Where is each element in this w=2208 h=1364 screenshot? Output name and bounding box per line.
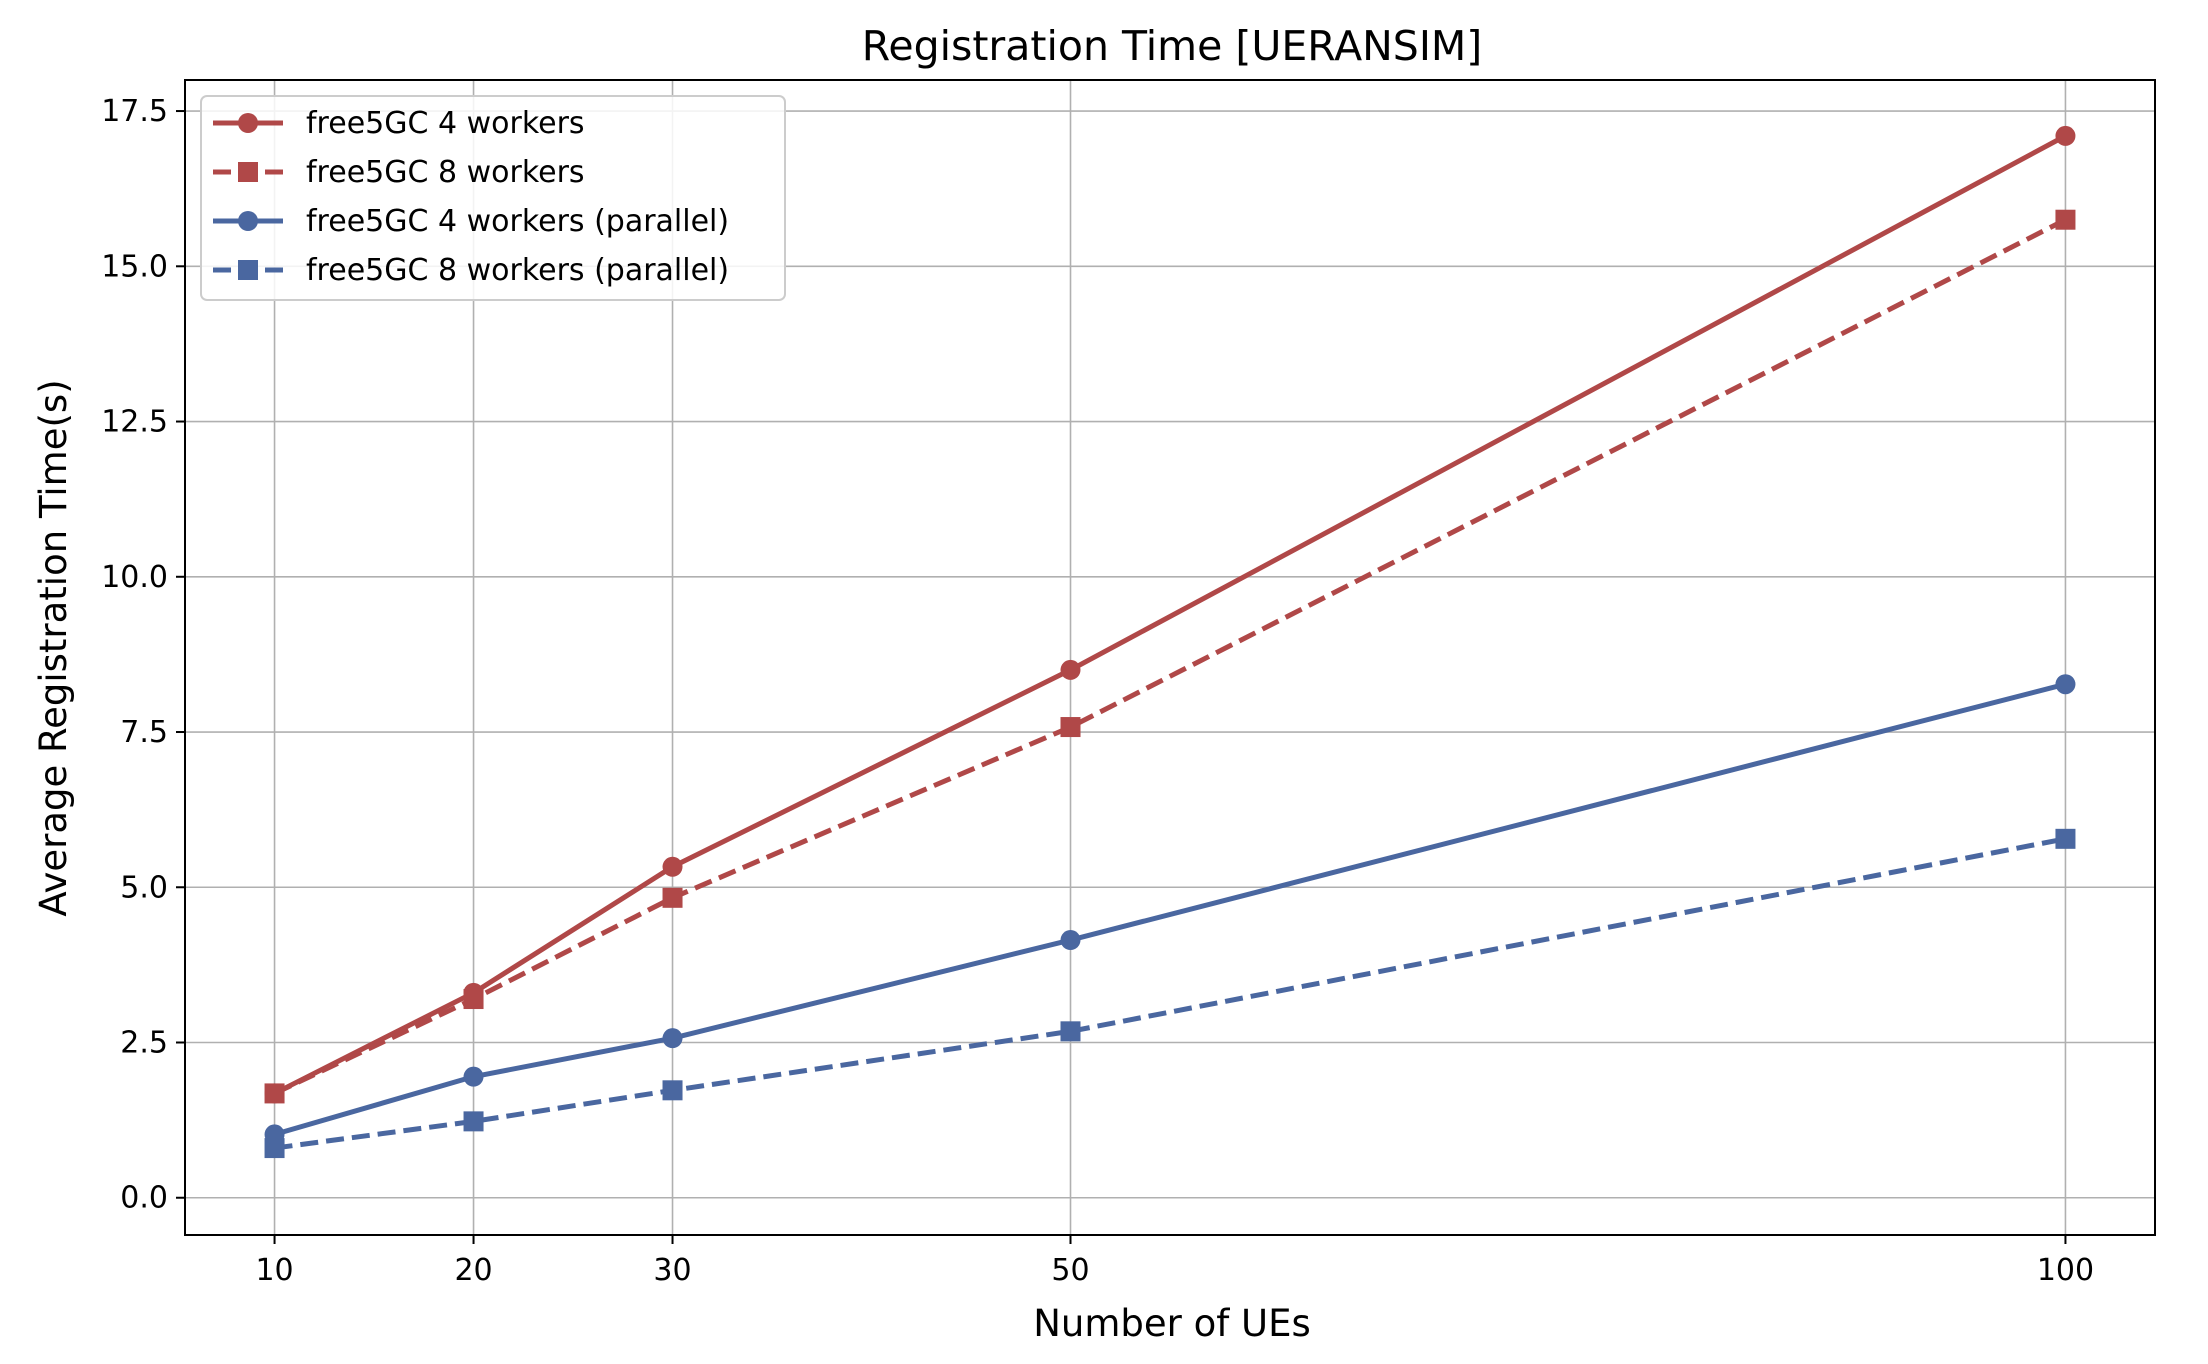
legend-marker [238, 162, 258, 182]
data-point [662, 856, 683, 877]
legend-label: free5GC 4 workers (parallel) [306, 204, 729, 239]
y-tick-label: 12.5 [101, 405, 168, 440]
data-point [1060, 1021, 1081, 1042]
data-point [463, 989, 484, 1010]
y-tick-label: 10.0 [101, 560, 168, 595]
legend-box [200, 95, 786, 301]
x-tick-label: 50 [1051, 1253, 1089, 1288]
legend-entry: free5GC 8 workers [213, 155, 585, 190]
y-tick-label: 15.0 [101, 249, 168, 284]
y-tick-label: 5.0 [120, 870, 168, 905]
series-1 [264, 125, 2076, 1104]
axis-ticks: 10 20 30 50 100 0.0 2.5 5.0 7.5 10.0 12.5 15.0 17.5 [101, 94, 2094, 1288]
data-point [264, 1083, 285, 1104]
data-point [1060, 659, 1081, 680]
x-tick-label: 100 [2037, 1253, 2094, 1288]
plot-frame [184, 79, 2156, 1236]
x-tick-label: 30 [653, 1253, 691, 1288]
data-point [662, 1080, 683, 1101]
series-line [273, 217, 2067, 1096]
data-point [2055, 674, 2076, 695]
legend-marker [238, 113, 258, 133]
x-tick-label: 20 [454, 1253, 492, 1288]
series-line [274, 836, 2066, 1151]
legend-marker [238, 260, 258, 280]
y-tick-label: 0.0 [120, 1181, 168, 1216]
legend-entry: free5GC 4 workers (parallel) [213, 204, 729, 239]
y-tick-label: 2.5 [120, 1026, 168, 1061]
legend-label: free5GC 8 workers (parallel) [306, 253, 729, 288]
x-tick-label: 10 [255, 1253, 293, 1288]
legend-label: free5GC 4 workers [306, 106, 585, 141]
data-point [2055, 125, 2076, 146]
series-3 [264, 674, 2076, 1145]
legend-label: free5GC 8 workers [306, 155, 585, 190]
series-4 [264, 828, 2076, 1159]
data-point [1060, 930, 1081, 951]
y-tick-label: 17.5 [101, 94, 168, 129]
legend-entry: free5GC 8 workers (parallel) [213, 253, 729, 288]
x-axis-label: Number of UEs [1033, 1302, 1311, 1345]
chart-title: Registration Time [UERANSIM] [862, 22, 1483, 70]
data-point [2055, 209, 2076, 230]
data-point [463, 1066, 484, 1087]
series-layer [264, 125, 2076, 1159]
y-tick-label: 7.5 [120, 715, 168, 750]
data-point [1060, 717, 1081, 738]
data-point [662, 1028, 683, 1049]
series-line [273, 681, 2067, 1137]
data-point [264, 1138, 285, 1159]
legend: free5GC 4 workers free5GC 8 workers free5G… [200, 95, 786, 301]
legend-entry: free5GC 4 workers [213, 106, 585, 141]
data-point [662, 887, 683, 908]
series-2 [264, 209, 2076, 1104]
data-point [463, 1111, 484, 1132]
data-point [2055, 828, 2076, 849]
y-axis-label: Average Registration Time(s) [32, 379, 75, 916]
legend-marker [238, 211, 258, 231]
